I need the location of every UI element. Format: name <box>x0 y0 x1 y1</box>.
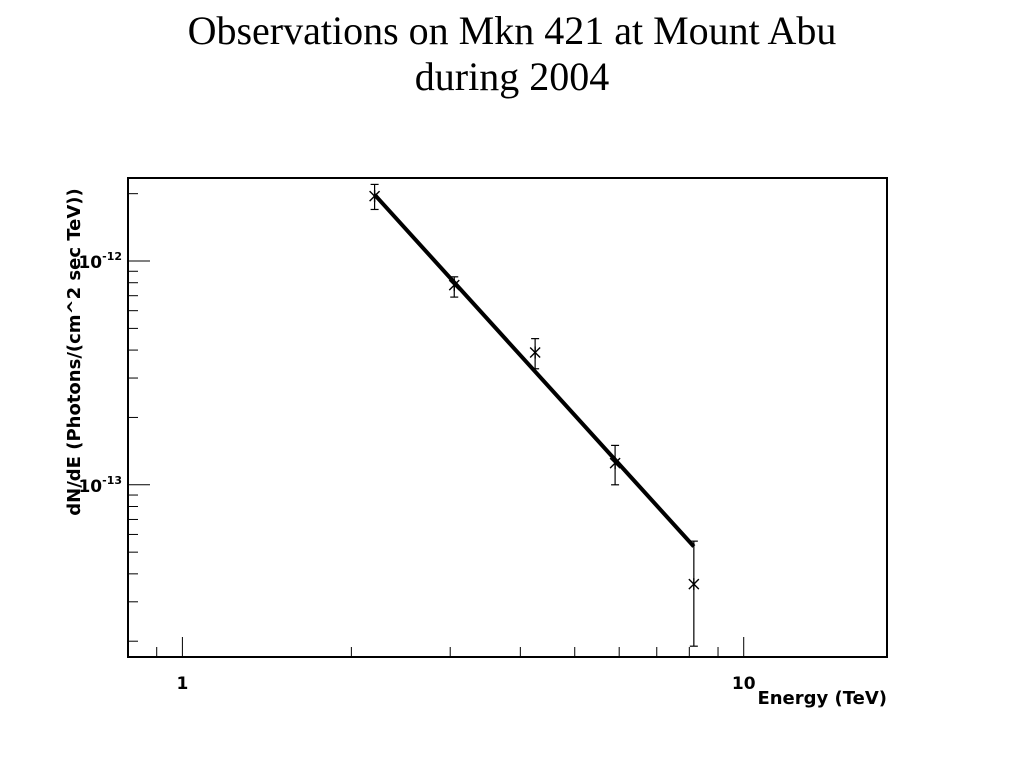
y-major-ticks <box>128 260 150 486</box>
y-minor-ticks <box>128 193 138 642</box>
data-point <box>688 540 700 647</box>
x-minor-ticks <box>127 647 719 657</box>
title-line-1: Observations on Mkn 421 at Mount Abu <box>187 8 837 53</box>
y-tick-label-1e-12: 10-12 <box>78 250 122 273</box>
y-tick-label-1e-13: 10-13 <box>78 474 122 497</box>
x-tick-label-10: 10 <box>732 674 756 694</box>
data-points <box>369 183 700 647</box>
x-axis-label: Energy (TeV) <box>757 688 887 709</box>
title-line-2: during 2004 <box>414 54 610 99</box>
y-axis-label: dN/dE (Photons/(cm^2 sec TeV)) <box>64 188 85 516</box>
slide-title: Observations on Mkn 421 at Mount Abu dur… <box>0 8 1024 100</box>
data-point <box>529 338 541 370</box>
x-major-ticks <box>181 637 745 657</box>
plot-frame <box>127 177 888 658</box>
data-point <box>448 276 460 298</box>
power-law-fit-line <box>373 193 696 548</box>
x-tick-label-1: 1 <box>176 674 188 694</box>
data-point <box>369 183 381 211</box>
data-point <box>609 444 621 486</box>
